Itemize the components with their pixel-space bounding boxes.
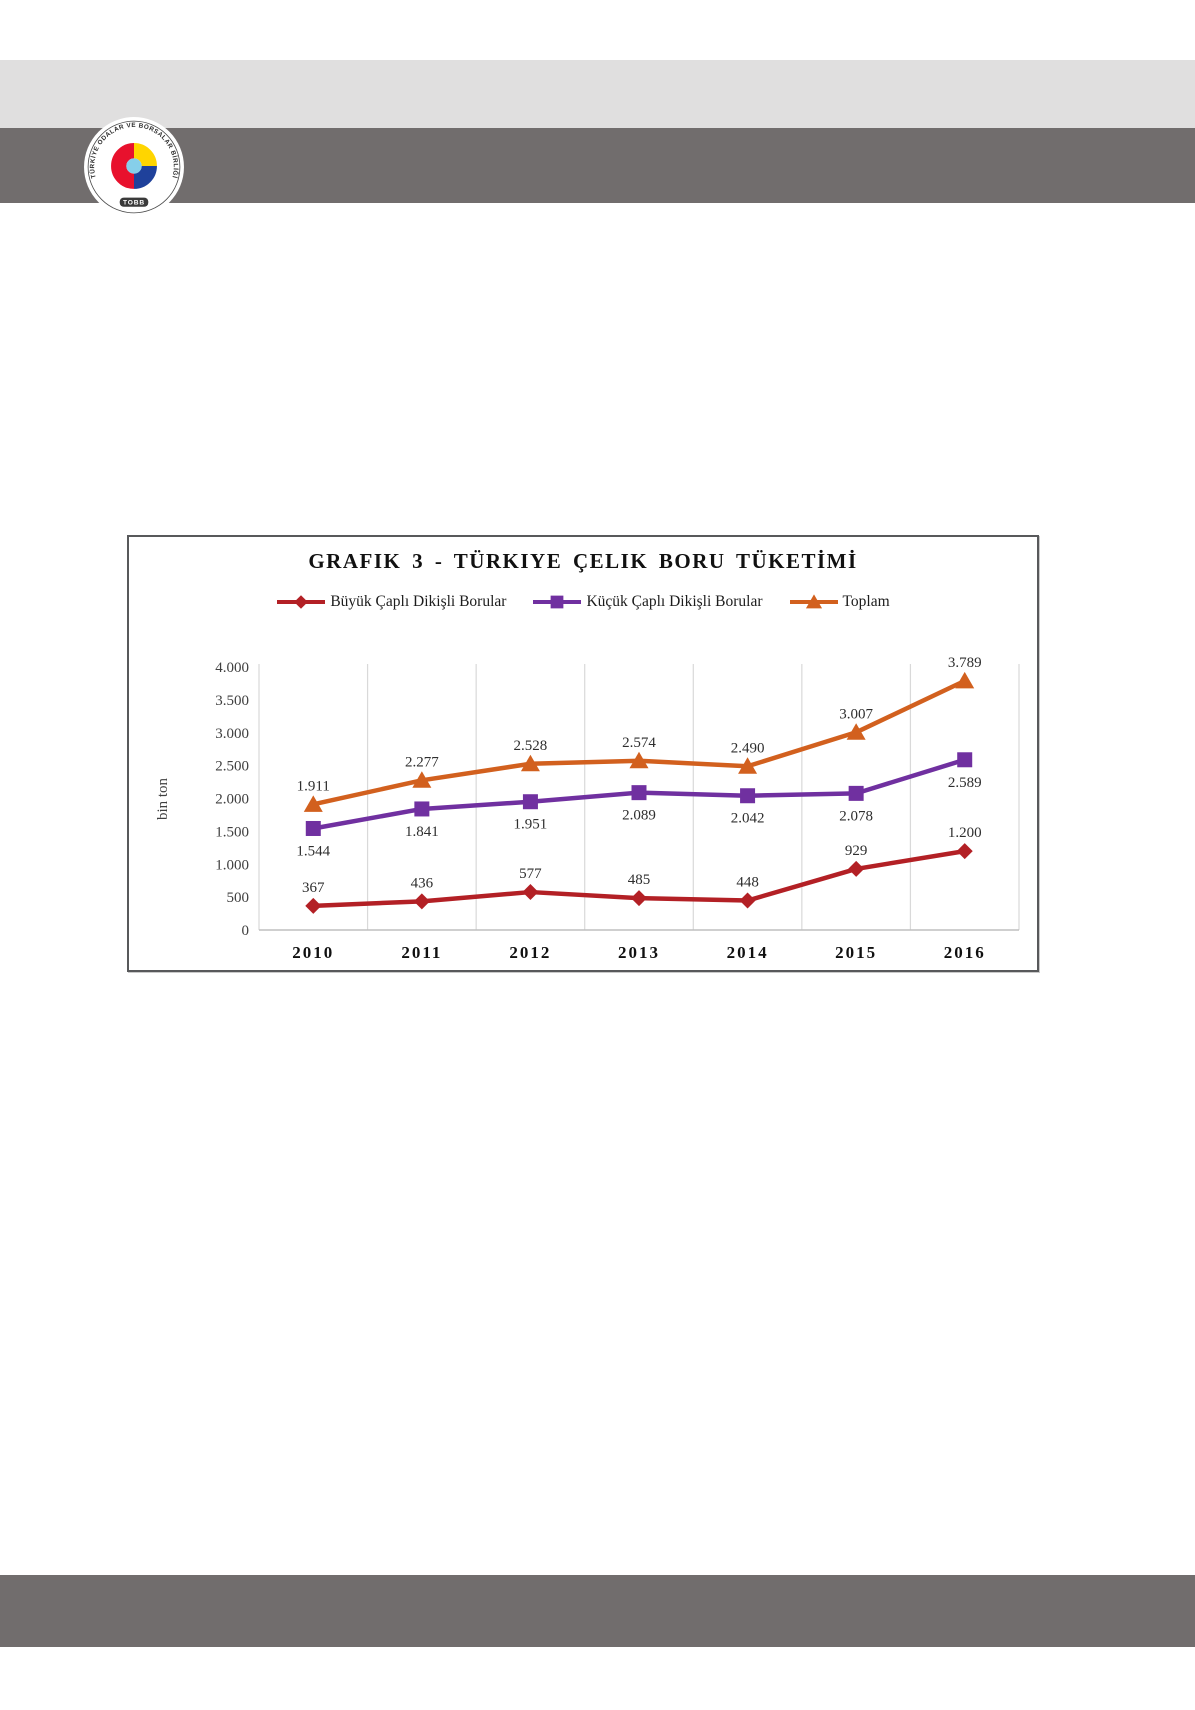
- legend-label: Büyük Çaplı Dikişli Borular: [330, 593, 507, 610]
- legend-item: Küçük Çaplı Dikişli Borular: [532, 593, 763, 611]
- data-point-marker: [522, 794, 538, 810]
- x-tick-label: 2016: [944, 943, 986, 962]
- x-tick-label: 2012: [509, 943, 551, 962]
- y-tick-label: 0: [242, 923, 250, 939]
- x-tick-label: 2013: [618, 943, 660, 962]
- data-point-marker: [848, 860, 865, 877]
- legend-marker-square: [533, 595, 582, 609]
- y-tick-label: 4.000: [215, 660, 249, 676]
- data-point-marker: [303, 795, 323, 812]
- data-point-marker: [848, 785, 864, 801]
- logo-tobb-text: TOBB: [123, 200, 145, 207]
- data-label: 2.490: [731, 740, 765, 756]
- data-point-marker: [738, 757, 758, 774]
- data-label: 3.007: [839, 706, 873, 722]
- data-label: 448: [736, 875, 759, 891]
- legend-label: Toplam: [842, 593, 890, 610]
- data-point-marker: [805, 594, 822, 609]
- data-point-marker: [956, 843, 973, 860]
- y-tick-label: 1.000: [215, 857, 249, 873]
- data-label: 1.841: [405, 824, 439, 840]
- data-point-marker: [739, 892, 756, 909]
- data-label: 1.911: [297, 778, 330, 794]
- data-point-marker: [631, 890, 647, 907]
- header-dark-band: [0, 128, 1195, 203]
- tobb-logo-graphic: TÜRKİYE ODALAR VE BORSALAR BİRLİĞİ TOBB: [84, 117, 184, 217]
- data-label: 3.789: [948, 655, 982, 671]
- data-label: 2.042: [731, 811, 765, 827]
- legend-marker-diamond: [277, 595, 326, 609]
- chart-container: GRAFIK 3 - TÜRKIYE ÇELIK BORU TÜKETİMİ B…: [127, 535, 1039, 972]
- logo-tobb-band: [119, 197, 149, 207]
- data-label: 1.200: [948, 825, 982, 841]
- data-label: 2.277: [405, 754, 439, 770]
- data-label: 2.078: [839, 808, 873, 824]
- data-label: 929: [845, 843, 868, 859]
- y-tick-label: 2.000: [215, 792, 249, 808]
- data-point-marker: [629, 751, 649, 769]
- line-chart: 0 500 1.000 1.500 2.000 2.500 3.000 3.500 4.000 b…: [155, 655, 1020, 962]
- data-point-marker: [520, 754, 540, 772]
- data-point-marker: [631, 785, 647, 801]
- data-point-marker: [551, 595, 564, 609]
- footer-dark-band: [0, 1575, 1195, 1647]
- data-label: 2.589: [948, 775, 982, 791]
- data-point-marker: [414, 801, 430, 817]
- legend-item: Büyük Çaplı Dikişli Borular: [276, 593, 506, 611]
- chart-legend: Büyük Çaplı Dikişli Borular Küçük Çaplı D…: [129, 593, 1037, 611]
- data-label: 367: [302, 880, 325, 896]
- data-label: 1.951: [514, 817, 548, 833]
- y-tick-label: 2.500: [215, 759, 249, 775]
- x-tick-label: 2011: [401, 943, 442, 962]
- data-point-marker: [955, 671, 975, 689]
- legend-marker-triangle: [789, 594, 838, 609]
- data-point-marker: [412, 771, 432, 788]
- data-point-marker: [413, 893, 430, 910]
- data-label: 436: [411, 875, 434, 891]
- data-label: 577: [519, 866, 542, 882]
- data-point-marker: [305, 820, 321, 836]
- data-point-marker: [846, 723, 866, 740]
- y-tick-label: 1.500: [215, 824, 249, 840]
- logo-yellow-swirl: [133, 143, 157, 167]
- tobb-logo: TÜRKİYE ODALAR VE BORSALAR BİRLİĞİ TOBB: [83, 116, 185, 218]
- data-point-marker: [305, 897, 322, 914]
- data-point-marker: [740, 788, 756, 804]
- data-label: 2.089: [622, 808, 656, 824]
- chart-title: GRAFIK 3 - TÜRKIYE ÇELIK BORU TÜKETİMİ: [308, 549, 858, 573]
- data-label: 485: [628, 872, 651, 888]
- logo-blue-swirl: [133, 165, 157, 189]
- header-light-band: [0, 60, 1195, 128]
- data-label: 2.528: [514, 738, 548, 754]
- y-tick-label: 3.500: [215, 693, 249, 709]
- y-tick-label: 500: [227, 890, 250, 906]
- data-label: 2.574: [622, 735, 656, 751]
- legend-label: Küçük Çaplı Dikişli Borular: [586, 593, 763, 610]
- data-label: 1.544: [296, 843, 330, 859]
- logo-ring: [87, 120, 181, 214]
- data-point-marker: [957, 752, 973, 768]
- logo-red-swirl: [111, 143, 135, 189]
- y-axis-title: bin ton: [155, 777, 171, 820]
- x-tick-label: 2015: [835, 943, 877, 962]
- data-point-marker: [522, 884, 539, 901]
- x-tick-label: 2010: [292, 943, 334, 962]
- legend-item: Toplam: [789, 593, 890, 611]
- logo-center-dot: [126, 158, 142, 174]
- y-tick-label: 3.000: [215, 726, 249, 742]
- x-tick-label: 2014: [727, 943, 769, 962]
